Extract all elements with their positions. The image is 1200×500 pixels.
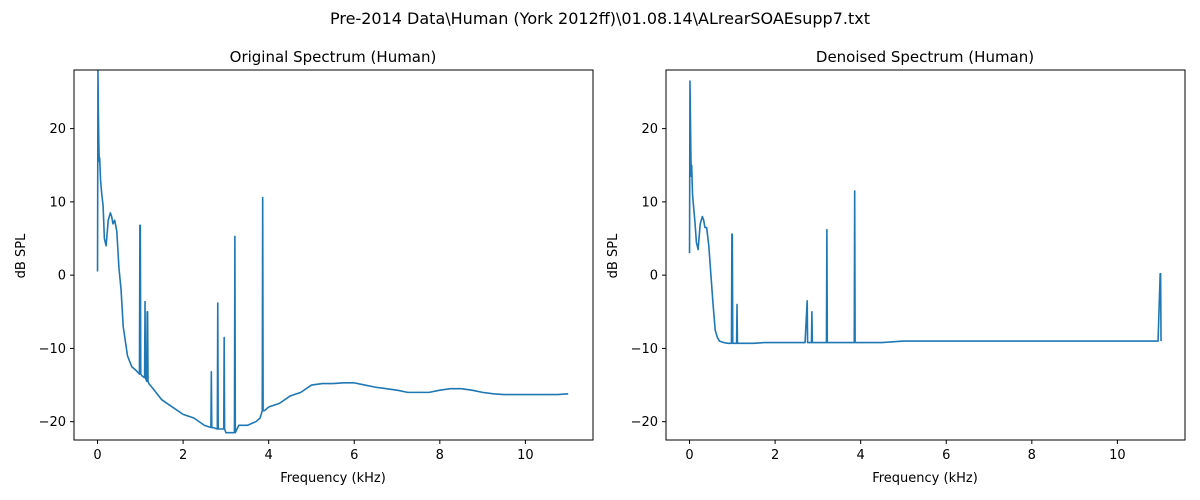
original-spectrum-chart: Original Spectrum (Human) Frequency (kHz… bbox=[14, 48, 594, 486]
axes-frame bbox=[665, 69, 1186, 441]
axes-frame bbox=[73, 69, 594, 441]
x-tick-label: 10 bbox=[1109, 448, 1126, 463]
y-tick-label: −20 bbox=[631, 415, 658, 430]
x-tick-label: 8 bbox=[436, 448, 444, 463]
x-tick-label: 2 bbox=[771, 448, 779, 463]
x-axis-label: Frequency (kHz) bbox=[872, 471, 978, 486]
y-tick-label: 10 bbox=[49, 195, 66, 210]
y-tick-label: −20 bbox=[39, 415, 66, 430]
y-tick-label: 20 bbox=[49, 122, 66, 137]
chart-title: Original Spectrum (Human) bbox=[230, 48, 437, 66]
y-tick-label: 0 bbox=[650, 269, 658, 284]
x-axis-label: Frequency (kHz) bbox=[280, 471, 386, 486]
x-tick-label: 4 bbox=[265, 448, 273, 463]
plot-area: 0 2 4 6 8 10 −20 −10 0 10 20 bbox=[631, 69, 1186, 463]
y-axis-label: dB SPL bbox=[14, 233, 29, 278]
x-tick-label: 0 bbox=[93, 448, 101, 463]
x-tick-label: 6 bbox=[942, 448, 950, 463]
x-tick-label: 8 bbox=[1028, 448, 1036, 463]
x-tick-label: 6 bbox=[350, 448, 358, 463]
y-tick-label: −10 bbox=[631, 342, 658, 357]
y-tick-label: −10 bbox=[39, 342, 66, 357]
plot-area: 0 2 4 6 8 10 −20 −10 0 10 20 bbox=[39, 69, 594, 463]
series-line-spectrum bbox=[96, 70, 569, 434]
y-axis-label: dB SPL bbox=[606, 233, 621, 278]
x-tick-label: 0 bbox=[685, 448, 693, 463]
denoised-spectrum-chart: Denoised Spectrum (Human) Frequency (kHz… bbox=[606, 48, 1186, 486]
x-tick-label: 10 bbox=[517, 448, 534, 463]
y-tick-label: 20 bbox=[641, 122, 658, 137]
figure-suptitle: Pre-2014 Data\Human (York 2012ff)\01.08.… bbox=[330, 9, 870, 28]
x-tick-label: 4 bbox=[857, 448, 865, 463]
x-tick-label: 2 bbox=[179, 448, 187, 463]
y-tick-label: 0 bbox=[58, 269, 66, 284]
y-tick-label: 10 bbox=[641, 195, 658, 210]
chart-title: Denoised Spectrum (Human) bbox=[816, 48, 1034, 66]
series-line-spectrum bbox=[688, 80, 1162, 345]
